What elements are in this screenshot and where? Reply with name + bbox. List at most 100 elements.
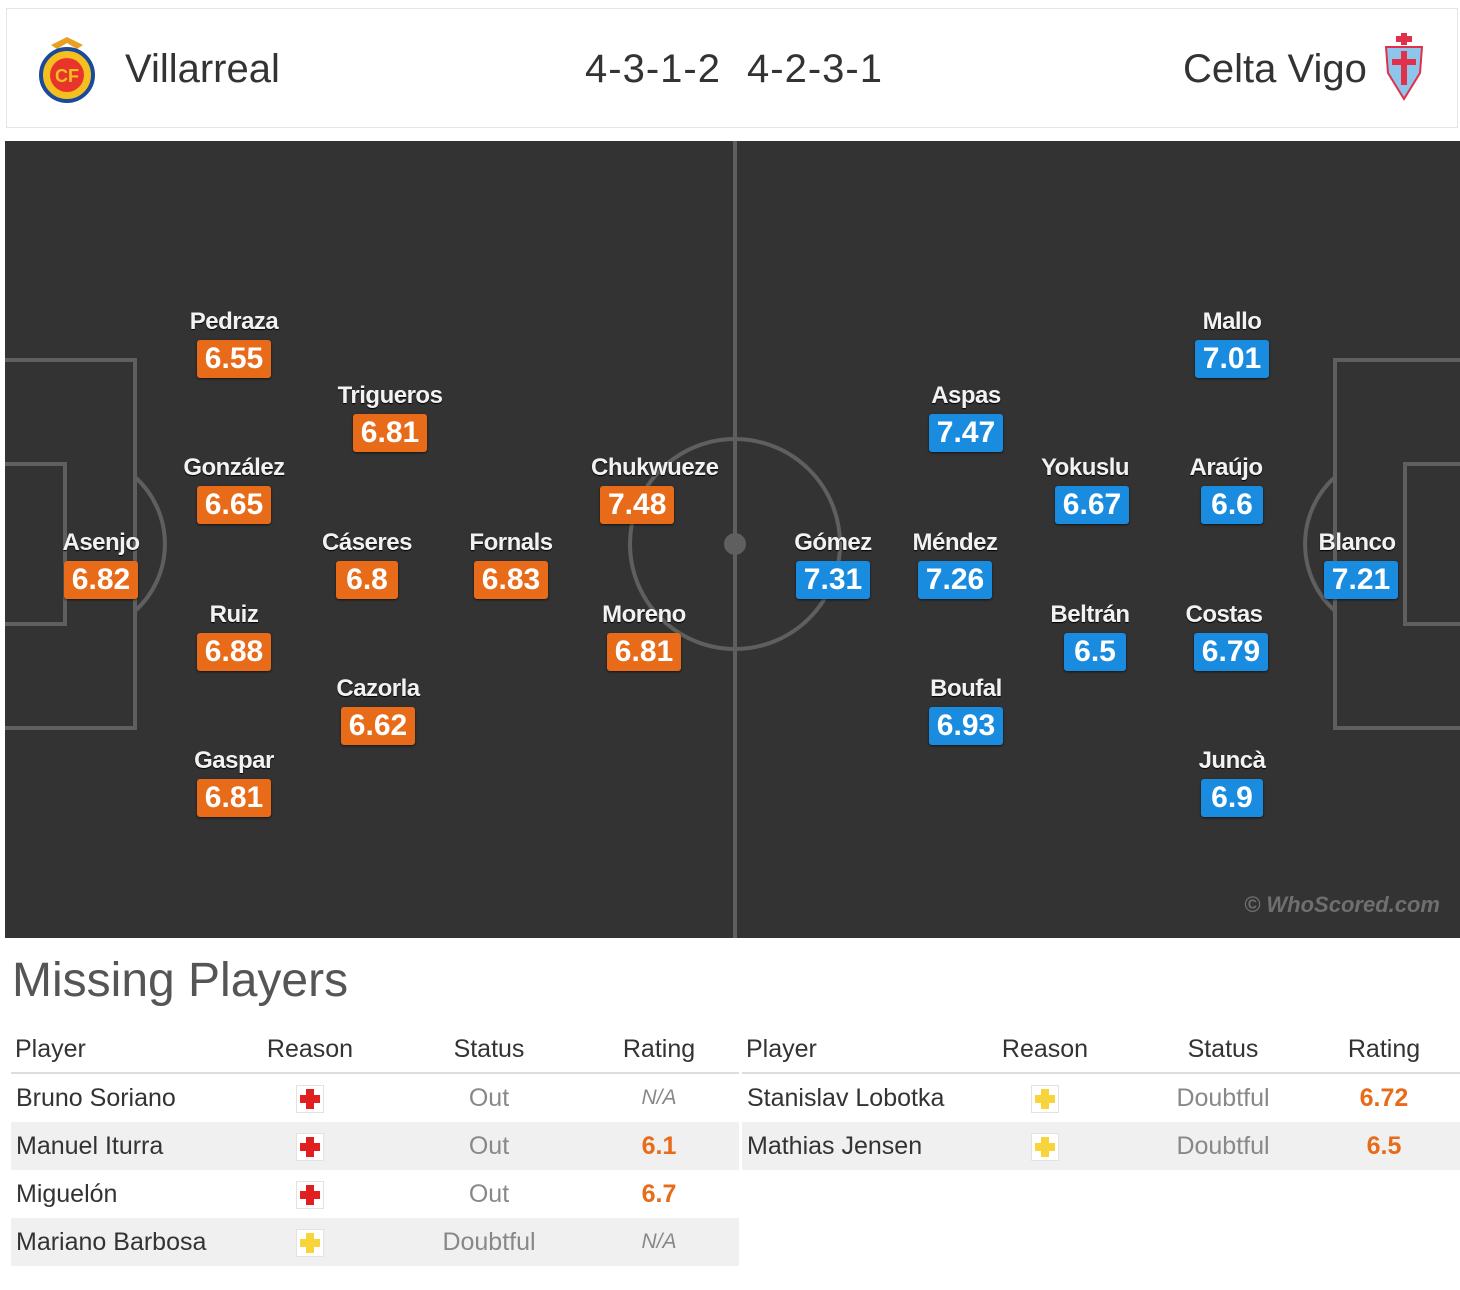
player-name: Beltrán bbox=[1050, 601, 1130, 628]
player-rating: 7.48 bbox=[600, 486, 675, 524]
player-rating: 7.21 bbox=[1323, 561, 1399, 599]
player-name: Trigueros bbox=[337, 382, 443, 409]
reason-cell bbox=[952, 1073, 1138, 1122]
table-row: Stanislav Lobotka Doubtful 6.72 bbox=[742, 1073, 1460, 1122]
column-rating: Rating bbox=[1308, 1026, 1460, 1074]
player-araujo[interactable]: Araújo 6.6 bbox=[1151, 454, 1301, 524]
table-row: Bruno Soriano Out N/A bbox=[11, 1073, 739, 1122]
column-status: Status bbox=[399, 1026, 579, 1074]
pitch-markings bbox=[5, 141, 1460, 938]
player-rating: 6.62 bbox=[340, 707, 416, 745]
table-header-row: Player Reason Status Rating bbox=[742, 1026, 1460, 1074]
player-boufal[interactable]: Boufal 6.93 bbox=[891, 675, 1041, 745]
player-costas[interactable]: Costas 6.79 bbox=[1149, 601, 1299, 671]
player-trigueros[interactable]: Trigueros 6.81 bbox=[315, 382, 465, 452]
match-header: CF Villarreal 4-3-1-2 4-2-3-1 Celta Vigo bbox=[6, 8, 1458, 128]
player-chukwueze[interactable]: Chukwueze 7.48 bbox=[591, 454, 751, 524]
player-rating: 6.81 bbox=[606, 633, 682, 671]
status-cell: Doubtful bbox=[1138, 1122, 1308, 1170]
table-row: Manuel Iturra Out 6.1 bbox=[11, 1122, 739, 1170]
player-mallo[interactable]: Mallo 7.01 bbox=[1157, 308, 1307, 378]
reason-cell bbox=[221, 1218, 399, 1266]
home-missing-players-table: Player Reason Status Rating Bruno Sorian… bbox=[11, 1026, 739, 1266]
player-pedraza[interactable]: Pedraza 6.55 bbox=[159, 308, 309, 378]
player-ruiz[interactable]: Ruiz 6.88 bbox=[159, 601, 309, 671]
table-header-row: Player Reason Status Rating bbox=[11, 1026, 739, 1074]
player-rating: 6.65 bbox=[196, 486, 272, 524]
player-name: Cáseres bbox=[322, 529, 412, 556]
player-name-link[interactable]: Bruno Soriano bbox=[16, 1083, 176, 1112]
table-row: Miguelón Out 6.7 bbox=[11, 1170, 739, 1218]
player-asenjo[interactable]: Asenjo 6.82 bbox=[26, 529, 176, 599]
player-name: Ruiz bbox=[209, 601, 259, 628]
rating-cell: 6.1 bbox=[579, 1122, 739, 1170]
player-rating: 6.6 bbox=[1201, 486, 1263, 524]
away-team-name[interactable]: Celta Vigo bbox=[1183, 47, 1367, 91]
player-gomez[interactable]: Gómez 7.31 bbox=[758, 529, 908, 599]
rating-cell: 6.72 bbox=[1359, 1083, 1409, 1112]
player-caseres[interactable]: Cáseres 6.8 bbox=[292, 529, 442, 599]
player-name-link[interactable]: Mariano Barbosa bbox=[11, 1218, 221, 1266]
column-player: Player bbox=[742, 1026, 952, 1074]
rating-cell: N/A bbox=[641, 1086, 677, 1109]
rating-cell: 6.5 bbox=[1308, 1122, 1460, 1170]
villarreal-crest-icon[interactable]: CF bbox=[37, 35, 97, 103]
player-mendez[interactable]: Méndez 7.26 bbox=[880, 529, 1030, 599]
injury-icon[interactable] bbox=[296, 1132, 324, 1161]
player-gonzalez[interactable]: González 6.65 bbox=[159, 454, 309, 524]
reason-cell bbox=[221, 1073, 399, 1122]
player-gaspar[interactable]: Gaspar 6.81 bbox=[159, 747, 309, 817]
player-moreno[interactable]: Moreno 6.81 bbox=[569, 601, 719, 671]
missing-players-title: Missing Players bbox=[12, 954, 349, 1007]
status-cell: Doubtful bbox=[1176, 1083, 1270, 1112]
player-rating: 6.81 bbox=[196, 779, 272, 817]
player-rating: 6.8 bbox=[336, 561, 398, 599]
player-name: Juncà bbox=[1198, 747, 1266, 774]
player-name: Boufal bbox=[930, 675, 1002, 702]
column-status: Status bbox=[1138, 1026, 1308, 1074]
column-rating: Rating bbox=[579, 1026, 739, 1074]
injury-icon[interactable] bbox=[296, 1180, 324, 1209]
player-name: Aspas bbox=[931, 382, 1001, 409]
player-rating: 6.5 bbox=[1064, 633, 1126, 671]
player-yokuslu[interactable]: Yokuslu 6.67 bbox=[1010, 454, 1160, 524]
player-rating: 6.55 bbox=[196, 340, 272, 378]
player-rating: 6.83 bbox=[473, 561, 549, 599]
home-formation: 4-3-1-2 bbox=[585, 47, 721, 91]
player-name: Pedraza bbox=[189, 308, 279, 335]
player-rating: 7.01 bbox=[1194, 340, 1270, 378]
doubtful-icon[interactable] bbox=[296, 1228, 324, 1257]
celta-vigo-crest-icon[interactable] bbox=[1382, 31, 1426, 103]
player-name: Moreno bbox=[602, 601, 686, 628]
player-rating: 6.93 bbox=[928, 707, 1004, 745]
doubtful-icon[interactable] bbox=[1031, 1084, 1059, 1113]
player-name: Chukwueze bbox=[591, 454, 719, 481]
player-name-link[interactable]: Miguelón bbox=[16, 1179, 118, 1208]
rating-cell: 6.7 bbox=[641, 1179, 677, 1208]
player-rating: 6.67 bbox=[1054, 486, 1130, 524]
reason-cell bbox=[221, 1170, 399, 1218]
status-cell: Out bbox=[468, 1179, 510, 1208]
player-junca[interactable]: Juncà 6.9 bbox=[1157, 747, 1307, 817]
player-name-link[interactable]: Stanislav Lobotka bbox=[747, 1083, 945, 1112]
player-cazorla[interactable]: Cazorla 6.62 bbox=[303, 675, 453, 745]
player-name: Fornals bbox=[469, 529, 553, 556]
player-blanco[interactable]: Blanco 7.21 bbox=[1282, 529, 1432, 599]
player-name: Costas bbox=[1185, 601, 1263, 628]
player-name: Gaspar bbox=[194, 747, 274, 774]
player-aspas[interactable]: Aspas 7.47 bbox=[891, 382, 1041, 452]
home-team-name[interactable]: Villarreal bbox=[125, 47, 280, 91]
player-name: Mallo bbox=[1202, 308, 1262, 335]
doubtful-icon[interactable] bbox=[1031, 1132, 1059, 1161]
column-player: Player bbox=[11, 1026, 221, 1074]
player-fornals[interactable]: Fornals 6.83 bbox=[436, 529, 586, 599]
player-name: Gómez bbox=[794, 529, 872, 556]
player-rating: 7.26 bbox=[917, 561, 993, 599]
player-name-link[interactable]: Manuel Iturra bbox=[11, 1122, 221, 1170]
player-rating: 6.82 bbox=[63, 561, 139, 599]
player-name-link[interactable]: Mathias Jensen bbox=[742, 1122, 952, 1170]
column-reason: Reason bbox=[952, 1026, 1138, 1074]
player-beltran[interactable]: Beltrán 6.5 bbox=[1015, 601, 1165, 671]
status-cell: Out bbox=[399, 1122, 579, 1170]
injury-icon[interactable] bbox=[296, 1084, 324, 1113]
